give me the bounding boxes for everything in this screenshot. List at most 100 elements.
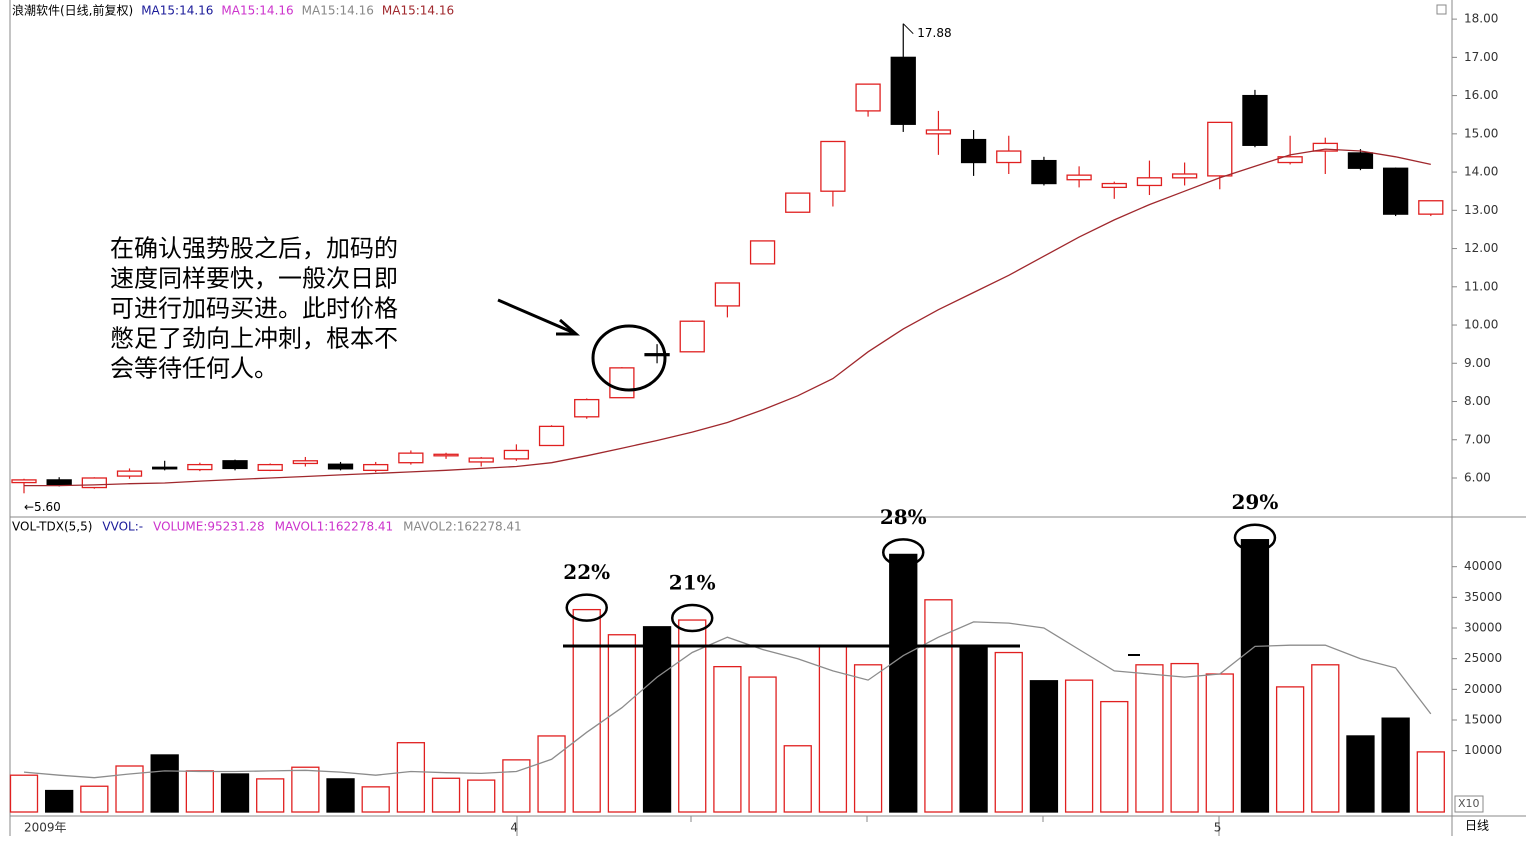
volume-bar — [361, 786, 390, 813]
candle-body — [1347, 152, 1374, 169]
candle-body — [890, 56, 916, 125]
candle-body — [996, 150, 1022, 164]
candle-body — [960, 138, 987, 164]
x-tick-label: 5 — [1214, 821, 1222, 835]
volume-bar — [959, 645, 988, 813]
volume-bar — [326, 778, 355, 813]
candle-body — [538, 425, 565, 447]
candle-body — [116, 470, 143, 477]
volume-bar — [291, 766, 320, 813]
candle-body — [363, 463, 389, 471]
arrow-head — [556, 318, 580, 336]
arrow-shaft — [497, 298, 573, 334]
y-tick-label: 9.00 — [1464, 356, 1491, 370]
volume-bar — [220, 773, 250, 813]
y-tick-label: 14.00 — [1464, 165, 1498, 179]
y-tick-label: 15000 — [1464, 713, 1502, 727]
volume-bar — [467, 779, 496, 813]
candle-body — [1136, 177, 1163, 187]
volume-bar — [1029, 680, 1059, 813]
volume-bar — [1205, 673, 1234, 813]
candle-body — [574, 398, 600, 418]
candle-body — [679, 320, 705, 353]
volume-bar — [1100, 700, 1129, 813]
volume-bar — [1416, 751, 1445, 813]
note-line: 憋足了劲向上冲刺，根本不 — [110, 325, 398, 353]
candle-body — [503, 449, 530, 460]
annotation: 在确认强势股之后，加码的 速度同样要快，一般次日即 可进行加码买进。此时价格 憋… — [110, 235, 1140, 656]
indicator-header: VVOL:- — [102, 520, 143, 534]
mavol-line — [23, 621, 1432, 779]
volume-bar — [256, 778, 285, 813]
y-tick-label: 10.00 — [1464, 318, 1498, 332]
y-tick-label: 35000 — [1464, 590, 1502, 604]
note-line: 速度同样要快，一般次日即 — [110, 265, 398, 293]
volume-bar — [431, 777, 461, 813]
candle-body — [820, 140, 846, 192]
volume-bar — [537, 735, 566, 813]
candle-body — [468, 457, 494, 463]
x-tick-label: 4 — [510, 821, 518, 835]
candle-body — [749, 240, 776, 265]
x-ticks — [516, 816, 1220, 836]
y-tick-label: 7.00 — [1464, 432, 1491, 446]
candle-body — [609, 367, 635, 399]
volume-bar — [1346, 735, 1375, 813]
candle-body — [1277, 156, 1303, 164]
low-label: ←5.60 — [24, 500, 61, 514]
candle-body — [1031, 159, 1057, 185]
volume-bar — [185, 770, 215, 813]
candle-body — [433, 453, 459, 457]
y-tick-label: 17.00 — [1464, 50, 1498, 64]
volume-bar — [924, 599, 953, 813]
frame — [9, 0, 1526, 836]
candle-body — [81, 477, 107, 489]
note-line: 可进行加码买进。此时价格 — [110, 295, 398, 323]
y-tick-label: 11.00 — [1464, 279, 1498, 293]
volume-bar — [889, 553, 918, 813]
legend-entry: MA15:14.16 — [141, 4, 213, 18]
volume-bar — [502, 759, 531, 813]
candle-body — [1242, 94, 1268, 146]
candle-body — [398, 452, 424, 464]
indicator-header: MAVOL2:162278.41 — [403, 520, 522, 534]
highlight-ellipse — [882, 538, 925, 567]
volume-bar — [853, 664, 883, 813]
chart-title: 浪潮软件(日线,前复权) — [12, 3, 133, 18]
volume-bar — [1311, 664, 1340, 813]
pct-label: 28% — [880, 505, 927, 529]
volume-bar — [642, 626, 672, 813]
volume-bar — [1381, 717, 1410, 813]
volume-bar — [572, 608, 601, 813]
x-tick-label: 2009年 — [24, 821, 67, 835]
note-line: 在确认强势股之后，加码的 — [110, 235, 398, 263]
candle-body — [46, 479, 72, 486]
scale-label: X10 — [1458, 797, 1480, 810]
highlight-ellipse — [565, 593, 608, 622]
volume-bar — [713, 665, 742, 813]
volume-bar — [150, 754, 179, 813]
candle-body — [1418, 200, 1444, 215]
candle-body — [11, 479, 37, 484]
high-marker — [902, 23, 914, 35]
highlight-circle — [591, 324, 667, 392]
candle-body — [1171, 173, 1198, 179]
indicator-header: VOL-TDX(5,5) — [12, 520, 92, 534]
volume-bar — [45, 789, 74, 813]
candle-body — [1382, 167, 1409, 215]
pct-label: 21% — [669, 571, 716, 595]
candle-body — [785, 192, 811, 213]
pct-label: 22% — [563, 560, 610, 584]
ma-line — [24, 148, 1431, 487]
period-label: 日线 — [1465, 819, 1489, 833]
highlight-ellipse — [1233, 523, 1277, 552]
scale-box — [1454, 795, 1484, 813]
candle-body — [187, 463, 213, 471]
y-tick-label: 25000 — [1464, 651, 1502, 665]
pct-label: 29% — [1232, 490, 1279, 514]
candle-body — [714, 282, 741, 307]
indicator-header: MAVOL1:162278.41 — [275, 520, 394, 534]
candle-body — [292, 460, 319, 465]
volume-bar — [1240, 539, 1270, 813]
